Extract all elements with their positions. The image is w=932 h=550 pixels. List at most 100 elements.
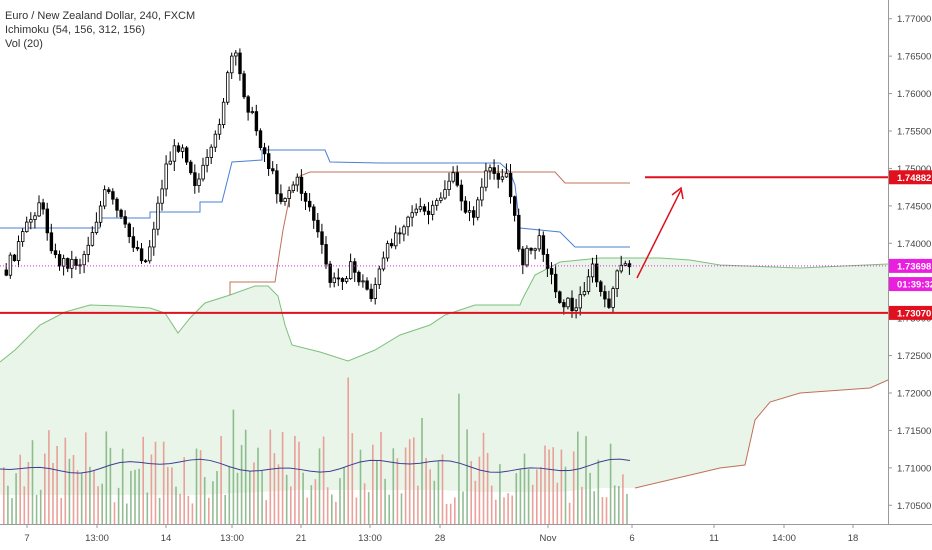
candle-body [94,221,99,233]
candle-body [66,258,70,269]
volume-bar [462,491,464,524]
volume-bar [27,462,30,524]
candle-body [381,257,386,270]
volume-bar [380,431,382,524]
volume-bar [339,478,341,524]
candle-body [369,288,373,300]
candle-body [291,184,295,191]
candle-body [283,198,287,202]
legend-volume[interactable]: Vol (20) [5,38,43,50]
volume-bar [249,471,251,524]
candle-body [422,206,427,212]
volume-bar [482,432,485,524]
price-tag [889,170,932,185]
volume-bar [355,497,358,524]
volume-bar [290,486,292,524]
candle-body [439,197,443,201]
volume-bar [85,432,87,524]
candle-body [299,176,304,194]
candle-body [279,193,283,203]
volume-bar [158,497,161,524]
x-tick-label: 28 [435,533,446,544]
candle-body [517,214,521,250]
volume-bar [261,470,263,524]
legend-ichimoku[interactable]: Ichimoku (54, 156, 312, 156) [5,24,146,36]
y-tick-label: 1.71500 [897,426,931,437]
candle-body [205,156,209,166]
volume-bar [408,439,411,524]
candle-body [168,160,172,165]
volume-bar [294,435,296,524]
volume-bar [101,483,103,524]
volume-bar [593,491,595,524]
candle-body [435,200,439,206]
y-tick-label: 1.72500 [897,351,931,362]
volume-bar [167,466,169,524]
price-tag [889,277,932,292]
volume-bar [335,501,337,524]
volume-bar [359,449,362,524]
candle-body [570,297,574,312]
volume-bar [454,497,456,524]
volume-bar [437,461,440,524]
volume-bar [519,469,522,524]
candle-body [234,52,238,57]
candle-body [488,167,492,172]
volume-bar [326,487,329,524]
candle-body [143,260,148,263]
volume-bar [396,458,399,524]
volume-bar [175,486,177,524]
x-tick-label: 14 [161,533,172,544]
candle-body [348,261,353,280]
volume-bar [39,489,42,524]
price-tag-label: 01:39:32 [897,280,932,291]
candle-body [82,254,86,266]
cloud-span-a [0,257,889,363]
volume-bar [277,464,280,524]
candle-body [172,145,177,162]
candle-body [344,278,349,282]
volume-bar [48,430,50,524]
candle-body [242,73,246,98]
volume-bar [89,466,91,524]
legend-symbol[interactable]: Euro / New Zealand Dollar, 240, FXCM [5,10,196,22]
arrow-head-icon [671,186,684,200]
volume-bar [253,462,255,524]
candle-body [377,268,382,286]
volume-bar [470,461,472,524]
volume-bar [536,469,538,524]
volume-bar [363,483,366,524]
volume-bar [376,460,378,524]
volume-bar [3,467,5,524]
candle-body [414,208,418,214]
candle-body [45,208,49,234]
volume-bar [80,473,83,524]
y-tick-label: 1.75000 [897,164,931,175]
volume-bar [433,480,436,524]
candle-body [201,164,205,180]
volume-bar [449,503,452,524]
candle-body [480,186,484,201]
candle-body [189,161,193,174]
volume-ma-line [0,458,631,474]
span-b-line [229,171,630,295]
candle-body [484,170,488,188]
volume-bar [60,498,62,524]
candle-body [225,72,230,103]
candle-body [558,291,562,303]
price-tag [889,305,932,320]
volume-bar [298,441,300,524]
candle-body [471,210,476,218]
candle-body [492,167,496,174]
x-tick-label: 13:00 [358,533,382,544]
candle-body [53,250,58,255]
volume-bar [466,429,468,524]
volume-bar [507,493,509,524]
y-tick-label: 1.76500 [897,52,931,63]
volume-bar [568,502,571,524]
volume-bar [228,466,231,524]
volume-bar [44,453,46,524]
candle-body [12,254,17,262]
candle-body [627,263,632,268]
